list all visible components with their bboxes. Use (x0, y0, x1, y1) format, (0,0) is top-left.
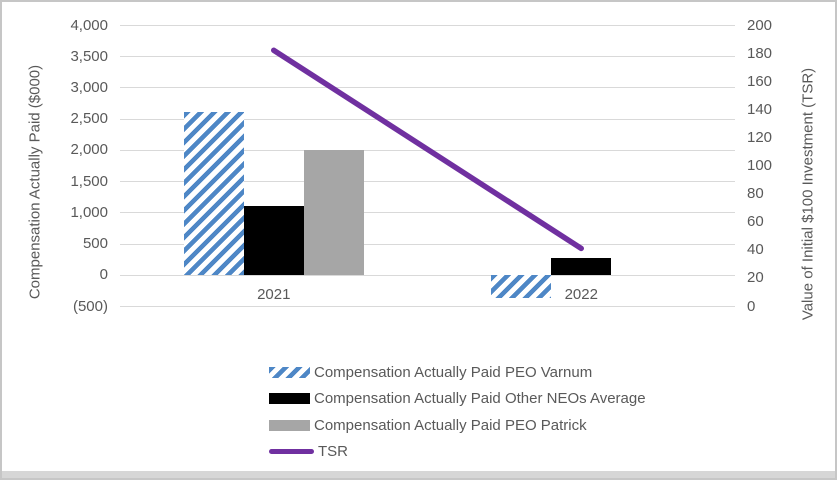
legend-label: Compensation Actually Paid PEO Varnum (314, 363, 593, 381)
left-axis-tick-label: 500 (82, 235, 108, 253)
bottom-border-strip (2, 471, 835, 478)
category-label: 2021 (257, 285, 291, 303)
left-axis-tick-label: (500) (72, 297, 108, 315)
right-axis-tick-label: 80 (747, 185, 764, 203)
bar-peo-varnum-2022 (491, 274, 552, 299)
gridline (120, 56, 735, 58)
legend-label: TSR (318, 443, 348, 461)
bar-peo-patrick-2021 (303, 149, 364, 275)
right-axis-tick-label: 100 (747, 157, 773, 174)
bar-peo-varnum-2021 (183, 112, 244, 275)
bar-other-neos-2022 (551, 257, 612, 275)
legend-item-3: Compensation Actually Paid PEO Patrick (269, 412, 646, 439)
legend-item-4: TSR (269, 439, 646, 466)
right-axis-tick-label: 60 (747, 213, 764, 231)
right-axis-tick-label: 200 (747, 16, 773, 34)
legend-item-2: Compensation Actually Paid Other NEOs Av… (269, 386, 646, 413)
category-label: 2022 (564, 285, 598, 303)
gridline (120, 306, 735, 307)
left-axis-tick-label: 4,000 (70, 16, 108, 34)
legend: Compensation Actually Paid PEO Varnum Com… (269, 359, 646, 465)
right-axis-tick-label: 140 (747, 100, 773, 118)
legend-solid-swatch (269, 393, 310, 405)
legend-label: Compensation Actually Paid PEO Patrick (314, 416, 587, 434)
left-axis-tick-label: 2,500 (70, 110, 108, 128)
right-axis-tick-label: 180 (747, 44, 773, 62)
left-axis-tick-label: 3,500 (70, 47, 108, 65)
right-axis-title: Value of Initial $100 Investment (TSR) (799, 67, 817, 321)
legend-item-1: Compensation Actually Paid PEO Varnum (269, 359, 646, 386)
gridline (120, 25, 735, 26)
bar-other-neos-2021 (243, 206, 304, 275)
legend-hatched-swatch (269, 366, 310, 378)
gridline (120, 87, 735, 89)
left-axis-tick-label: 3,000 (70, 78, 108, 96)
legend-label: Compensation Actually Paid Other NEOs Av… (314, 390, 646, 408)
right-axis-tick-label: 20 (747, 269, 764, 287)
left-axis-tick-label: 2,000 (70, 141, 108, 159)
legend-line-swatch (269, 449, 314, 455)
left-axis-tick-label: 1,500 (70, 172, 108, 190)
right-axis-tick-label: 160 (747, 72, 773, 90)
right-axis-tick-label: 120 (747, 128, 773, 146)
gridline (120, 274, 735, 276)
right-axis-tick-label: 0 (747, 297, 756, 315)
right-axis-tick-label: 40 (747, 241, 764, 259)
left-axis-tick-label: 0 (99, 266, 108, 284)
left-axis-tick-label: 1,000 (70, 203, 108, 221)
legend-solid-swatch (269, 419, 310, 431)
